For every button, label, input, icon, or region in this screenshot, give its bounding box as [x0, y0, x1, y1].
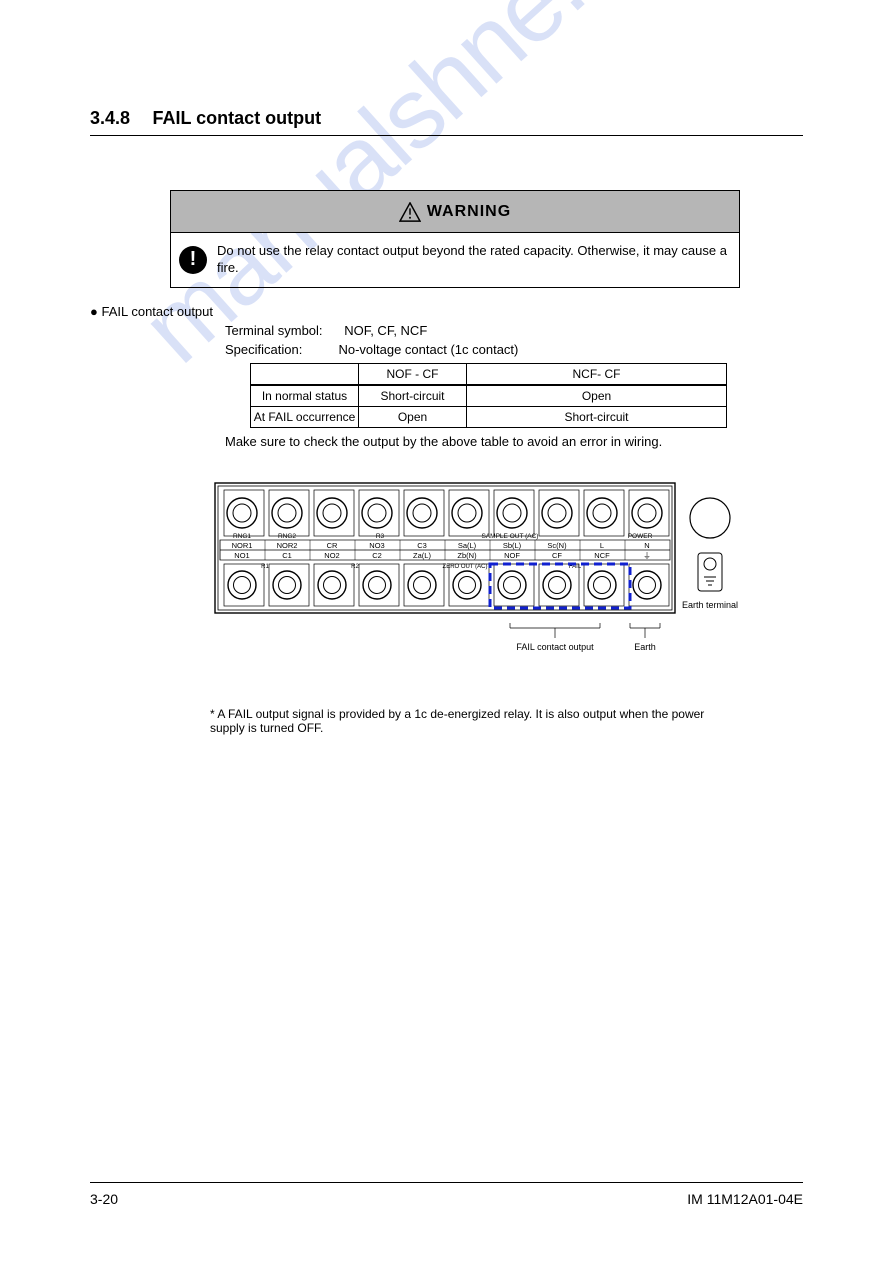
td: Short-circuit: [467, 407, 727, 428]
table-header-row: NOF - CF NCF- CF: [251, 364, 727, 386]
section-header: 3.4.8 FAIL contact output: [90, 108, 803, 144]
arrow-fail-label: FAIL contact output: [516, 642, 594, 652]
th-ncf: NCF- CF: [467, 364, 727, 386]
section-divider: [90, 135, 803, 136]
svg-text:Sb(L): Sb(L): [503, 541, 522, 550]
svg-text:POWER: POWER: [628, 533, 653, 540]
svg-text:Sc(N): Sc(N): [547, 541, 567, 550]
svg-text:C1: C1: [282, 551, 292, 560]
svg-text:NO1: NO1: [234, 551, 249, 560]
svg-text:N: N: [644, 541, 649, 550]
th-blank: [251, 364, 359, 386]
warning-header: WARNING: [171, 191, 739, 233]
td: Short-circuit: [359, 385, 467, 407]
svg-text:NOF: NOF: [504, 551, 520, 560]
svg-text:ZERO OUT (AC): ZERO OUT (AC): [443, 564, 488, 570]
fail-line2: Terminal symbol: NOF, CF, NCF: [225, 323, 803, 338]
svg-text:L: L: [600, 541, 604, 550]
svg-text:RNG2: RNG2: [278, 533, 296, 540]
th-nof: NOF - CF: [359, 364, 467, 386]
table-row: At FAIL occurrence Open Short-circuit: [251, 407, 727, 428]
td: In normal status: [251, 385, 359, 407]
fail-note1: Make sure to check the output by the abo…: [225, 434, 803, 449]
page-number: 3-20: [90, 1191, 118, 1207]
warning-title: WARNING: [427, 203, 511, 221]
svg-text:NOR1: NOR1: [232, 541, 253, 550]
warning-icon: [399, 202, 421, 222]
svg-text:NO2: NO2: [324, 551, 339, 560]
table-row: In normal status Short-circuit Open: [251, 385, 727, 407]
svg-text:RNG1: RNG1: [233, 533, 251, 540]
svg-text:Za(L): Za(L): [413, 551, 431, 560]
warning-body: ! Do not use the relay contact output be…: [171, 233, 739, 287]
td: Open: [359, 407, 467, 428]
svg-text:CR: CR: [327, 541, 338, 550]
svg-text:C2: C2: [372, 551, 382, 560]
fail-table: NOF - CF NCF- CF In normal status Short-…: [250, 363, 727, 428]
footer-divider: [90, 1182, 803, 1183]
warning-box: WARNING ! Do not use the relay contact o…: [170, 190, 740, 288]
spec-label: Specification:: [225, 342, 302, 357]
svg-text:Zb(N): Zb(N): [457, 551, 477, 560]
td: Open: [467, 385, 727, 407]
svg-text:C3: C3: [417, 541, 427, 550]
svg-text:CF: CF: [552, 551, 562, 560]
svg-text:R2: R2: [351, 564, 359, 570]
terminal-diagram: NOR1 NOR2 CR NO3 C3 Sa(L) Sb(L) Sc(N) L N NO1 C1 NO…: [210, 478, 740, 747]
svg-text:NCF: NCF: [594, 551, 610, 560]
fail-line1: ● FAIL contact output: [90, 304, 803, 319]
footer-model: IM 11M12A01-04E: [687, 1191, 803, 1207]
fail-block: ● FAIL contact output Terminal symbol: N…: [90, 300, 803, 453]
svg-text:Sa(L): Sa(L): [458, 541, 477, 550]
arrow-earth-label: Earth: [634, 642, 656, 652]
terminal-value: NOF, CF, NCF: [344, 323, 427, 338]
svg-text:R3: R3: [376, 533, 385, 540]
svg-text:NO3: NO3: [369, 541, 384, 550]
fail-line3: Specification: No-voltage contact (1c co…: [225, 342, 803, 357]
terminal-svg: NOR1 NOR2 CR NO3 C3 Sa(L) Sb(L) Sc(N) L N NO1 C1 NO…: [210, 478, 740, 698]
earth-caption: Earth terminal: [682, 600, 738, 610]
warning-text: Do not use the relay contact output beyo…: [217, 243, 731, 277]
svg-text:SAMPLE OUT (AC): SAMPLE OUT (AC): [482, 533, 539, 540]
spec-value: No-voltage contact (1c contact): [338, 342, 518, 357]
page: manualshne.com 3.4.8 FAIL contact output…: [0, 0, 893, 1263]
section-title: FAIL contact output: [153, 108, 322, 129]
svg-text:⏚: ⏚: [643, 551, 651, 560]
svg-text:R1: R1: [261, 564, 269, 570]
terminal-label: Terminal symbol:: [225, 323, 323, 338]
svg-text:NOR2: NOR2: [277, 541, 298, 550]
section-number: 3.4.8: [90, 108, 130, 129]
td: At FAIL occurrence: [251, 407, 359, 428]
fail-note2: * A FAIL output signal is provided by a …: [210, 707, 740, 735]
mandatory-icon: !: [179, 246, 207, 274]
